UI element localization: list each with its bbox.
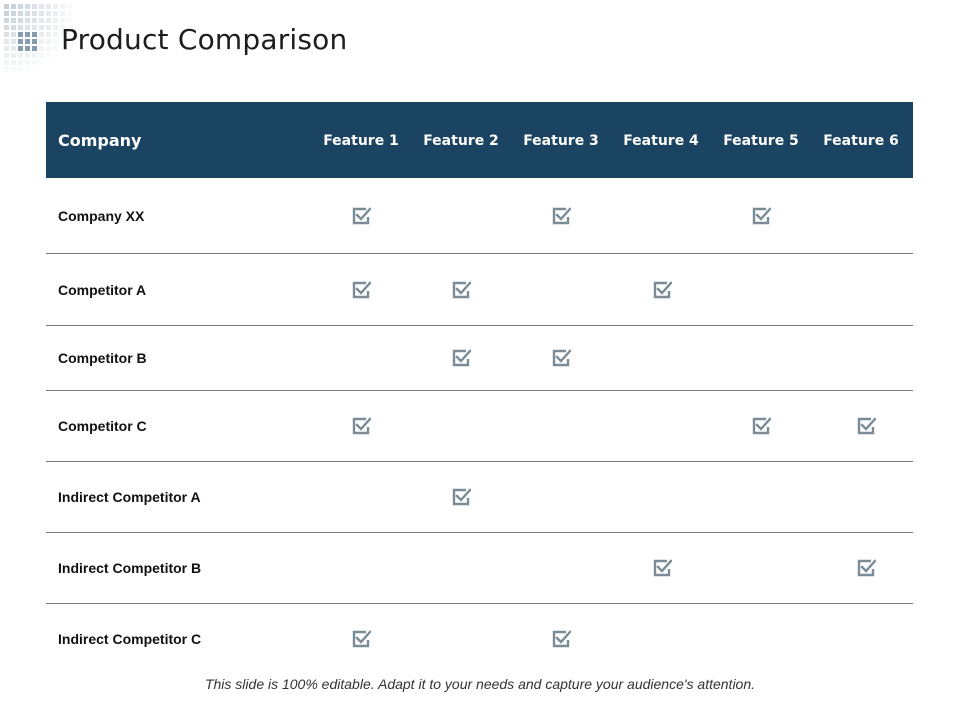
- header-feature-5: Feature 5: [723, 133, 799, 149]
- checked-box-icon: [452, 280, 471, 298]
- checked-box-icon: [352, 630, 371, 648]
- feature-cell: [411, 533, 511, 603]
- feature-cell: [311, 254, 411, 325]
- table-row: Indirect Competitor C: [46, 604, 913, 674]
- checked-box-icon: [857, 417, 876, 435]
- feature-cell: [511, 178, 611, 253]
- feature-cell: [411, 462, 511, 532]
- feature-cell: [612, 533, 712, 603]
- table-header: Company Feature 1 Feature 2 Feature 3 Fe…: [46, 102, 913, 178]
- header-feature-1: Feature 1: [323, 133, 399, 149]
- checked-box-icon: [653, 280, 672, 298]
- header-feature-2: Feature 2: [423, 133, 499, 149]
- feature-cell: [612, 178, 712, 253]
- checked-box-icon: [552, 349, 571, 367]
- feature-cell: [711, 604, 811, 674]
- feature-cell: [711, 391, 811, 461]
- header-feature-3: Feature 3: [523, 133, 599, 149]
- feature-cell: [816, 462, 916, 532]
- header-feature-4: Feature 4: [623, 133, 699, 149]
- checked-box-icon: [653, 559, 672, 577]
- feature-cell: [711, 326, 811, 390]
- feature-cell: [816, 254, 916, 325]
- checked-box-icon: [352, 206, 371, 224]
- header-company: Company: [58, 131, 142, 150]
- checked-box-icon: [552, 630, 571, 648]
- checked-box-icon: [552, 206, 571, 224]
- feature-cell: [612, 604, 712, 674]
- feature-cell: [311, 391, 411, 461]
- feature-cell: [511, 462, 611, 532]
- feature-cell: [816, 533, 916, 603]
- header-feature-6: Feature 6: [823, 133, 899, 149]
- feature-cell: [511, 391, 611, 461]
- table-row: Indirect Competitor B: [46, 533, 913, 604]
- row-label: Competitor B: [58, 350, 147, 366]
- row-label: Competitor A: [58, 281, 147, 298]
- checked-box-icon: [452, 349, 471, 367]
- table-row: Indirect Competitor A: [46, 462, 913, 533]
- table-row: Competitor B: [46, 326, 913, 391]
- feature-cell: [511, 533, 611, 603]
- feature-cell: [311, 178, 411, 253]
- feature-cell: [311, 462, 411, 532]
- table-row: Competitor C: [46, 391, 913, 462]
- feature-cell: [816, 604, 916, 674]
- dot-grid-decoration: [4, 4, 72, 72]
- feature-cell: [612, 326, 712, 390]
- table-row: Competitor A: [46, 254, 913, 326]
- row-label: Company XX: [58, 207, 145, 224]
- feature-cell: [511, 254, 611, 325]
- feature-cell: [511, 604, 611, 674]
- checked-box-icon: [857, 559, 876, 577]
- feature-cell: [711, 254, 811, 325]
- feature-cell: [411, 254, 511, 325]
- feature-cell: [711, 462, 811, 532]
- checked-box-icon: [752, 206, 771, 224]
- feature-cell: [612, 391, 712, 461]
- checked-box-icon: [752, 417, 771, 435]
- feature-cell: [311, 326, 411, 390]
- table-body: Company XX Competitor A Competitor B Compet…: [46, 178, 913, 674]
- feature-cell: [511, 326, 611, 390]
- checked-box-icon: [452, 488, 471, 506]
- feature-cell: [816, 178, 916, 253]
- feature-cell: [816, 391, 916, 461]
- feature-cell: [711, 533, 811, 603]
- feature-cell: [411, 178, 511, 253]
- checked-box-icon: [352, 280, 371, 298]
- checked-box-icon: [352, 417, 371, 435]
- feature-cell: [411, 326, 511, 390]
- comparison-table: Company Feature 1 Feature 2 Feature 3 Fe…: [46, 102, 913, 674]
- row-label: Indirect Competitor B: [58, 560, 202, 576]
- feature-cell: [612, 462, 712, 532]
- footer-note: This slide is 100% editable. Adapt it to…: [204, 676, 756, 692]
- table-row: Company XX: [46, 178, 913, 254]
- slide-title: Product Comparison: [61, 23, 348, 56]
- feature-cell: [411, 604, 511, 674]
- row-label: Indirect Competitor A: [58, 489, 201, 505]
- feature-cell: [612, 254, 712, 325]
- feature-cell: [311, 533, 411, 603]
- row-label: Competitor C: [58, 418, 147, 434]
- feature-cell: [816, 326, 916, 390]
- feature-cell: [311, 604, 411, 674]
- row-label: Indirect Competitor C: [58, 631, 202, 647]
- feature-cell: [711, 178, 811, 253]
- feature-cell: [411, 391, 511, 461]
